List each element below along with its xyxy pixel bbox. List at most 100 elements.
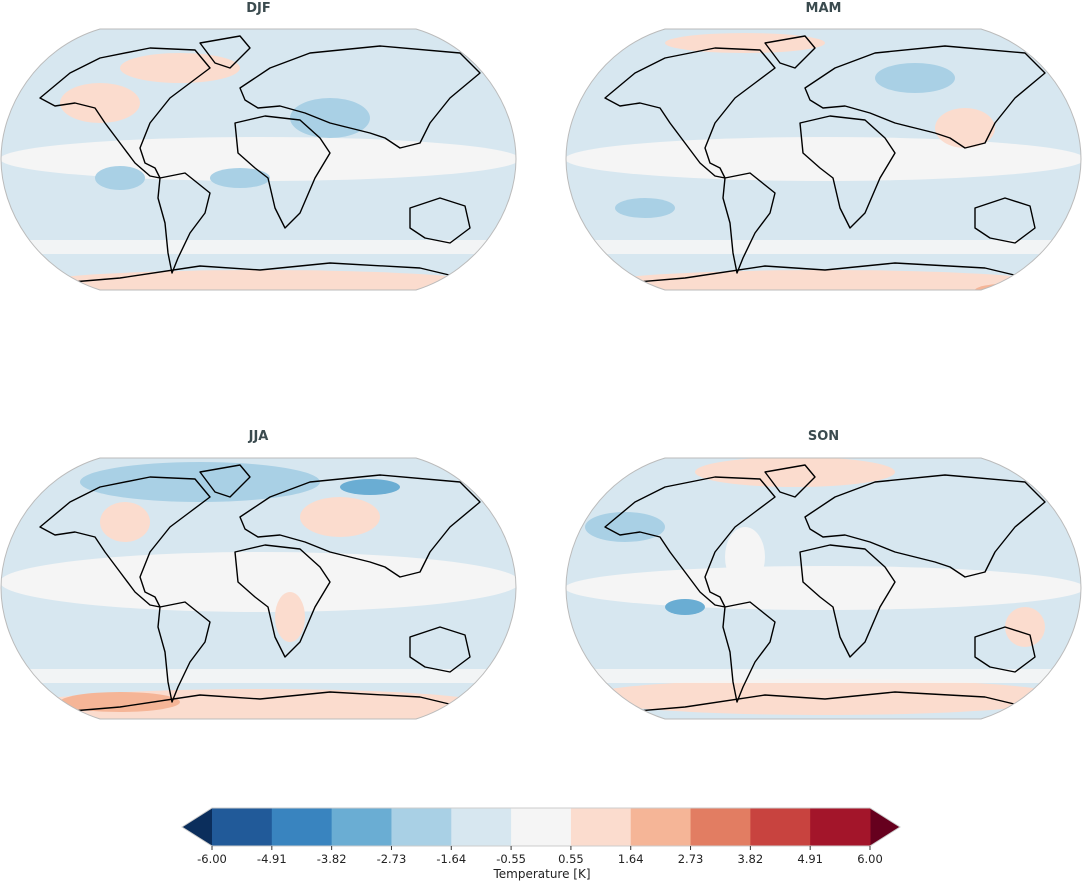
colorbar-segment [570, 808, 632, 846]
anomaly-region [566, 566, 1081, 610]
anomaly-region [210, 168, 270, 188]
anomaly-region [300, 497, 380, 537]
anomaly-region [566, 669, 1081, 683]
coastline [239, 45, 481, 149]
coastline [764, 35, 816, 69]
colorbar-segment [212, 808, 273, 846]
coastline [59, 691, 471, 713]
temperature-field [566, 33, 1081, 290]
colorbar-segment [331, 808, 392, 846]
coastline [764, 464, 816, 498]
anomaly-region [60, 83, 140, 123]
anomaly-region [340, 479, 400, 495]
anomaly-region [1, 669, 516, 683]
anomaly-region [585, 512, 665, 542]
anomaly-region [1005, 607, 1045, 647]
colorbar-extend-low [182, 808, 212, 846]
anomaly-region [100, 502, 150, 542]
map-son [565, 457, 1082, 720]
colorbar-tick-label: 0.55 [558, 852, 584, 866]
coastline [234, 115, 331, 229]
colorbar-segment [511, 808, 572, 846]
map-jja [0, 457, 517, 720]
map-border [565, 457, 1082, 720]
colorbar-segment [690, 808, 751, 846]
anomaly-region [95, 166, 145, 190]
coastlines [39, 464, 481, 713]
coastline [409, 197, 471, 244]
coastlines [604, 35, 1046, 284]
anomaly-region [120, 53, 240, 83]
coastlines [39, 35, 481, 284]
coastline [974, 626, 1036, 673]
coastline [624, 691, 1036, 713]
anomaly-region [80, 462, 320, 502]
coastline [624, 262, 1036, 284]
map-border [0, 28, 517, 291]
coastline [39, 476, 211, 608]
colorbar-tick-label: -3.82 [317, 852, 347, 866]
coastline [604, 47, 776, 179]
colorbar-extend-high [870, 808, 900, 846]
anomaly-region [615, 198, 675, 218]
coastline [604, 476, 776, 608]
coastline [799, 544, 896, 658]
coastline [722, 601, 776, 703]
anomaly-region [585, 679, 1065, 715]
colorbar-segment [391, 808, 452, 846]
temperature-field [566, 458, 1081, 715]
map-border [565, 28, 1082, 291]
colorbar-tick-label: 4.91 [797, 852, 823, 866]
anomaly-region [665, 33, 825, 53]
map-mam [565, 28, 1082, 291]
anomaly-region [1, 240, 516, 254]
colorbar-tick-label: -4.91 [257, 852, 287, 866]
panel-title-jja: JJA [248, 429, 269, 444]
anomaly-region [566, 137, 1081, 181]
anomaly-region [1, 552, 516, 612]
anomaly-region [875, 63, 955, 93]
coastline [409, 626, 471, 673]
colorbar-tick-label: -1.64 [436, 852, 466, 866]
anomaly-region [275, 592, 305, 642]
panel-title-djf: DJF [246, 1, 271, 16]
colorbar-segment [451, 808, 512, 846]
map-border [0, 457, 517, 720]
colorbar: -6.00 -4.91 -3.82 -2.73 -1.64 -0.55 0.55 1.64 2.… [181, 807, 901, 881]
temperature-field [1, 53, 516, 290]
anomaly-region [60, 692, 180, 712]
anomaly-region [566, 240, 1081, 254]
anomaly-region [665, 599, 705, 615]
coastline [157, 601, 211, 703]
anomaly-region [725, 527, 765, 587]
coastline [199, 464, 251, 498]
coastline [722, 172, 776, 274]
colorbar-tick-label: 2.73 [678, 852, 704, 866]
colorbar-segment [750, 808, 811, 846]
panel-title-son: SON [807, 429, 840, 444]
coastline [804, 474, 1046, 578]
map-djf [0, 28, 517, 291]
coastline [39, 47, 211, 179]
coastline [239, 474, 481, 578]
temperature-field [1, 462, 516, 719]
colorbar-tick-label: -6.00 [197, 852, 227, 866]
anomaly-region [290, 98, 370, 138]
coastline [59, 262, 471, 284]
colorbar-label: Temperature [K] [492, 867, 590, 881]
coastline [799, 115, 896, 229]
panel-title-mam: MAM [805, 1, 842, 16]
colorbar-tick-label: 1.64 [618, 852, 644, 866]
coastlines [604, 464, 1046, 713]
colorbar-segment [630, 808, 692, 846]
coastline [199, 35, 251, 69]
coastline [157, 172, 211, 274]
anomaly-region [695, 458, 895, 487]
colorbar-tick-label: -0.55 [496, 852, 526, 866]
anomaly-region [585, 270, 1065, 290]
colorbar-segment [271, 808, 333, 846]
coastline [804, 45, 1046, 149]
anomaly-region [20, 270, 500, 290]
colorbar-tick-label: 6.00 [857, 852, 883, 866]
colorbar-segment [810, 808, 871, 846]
